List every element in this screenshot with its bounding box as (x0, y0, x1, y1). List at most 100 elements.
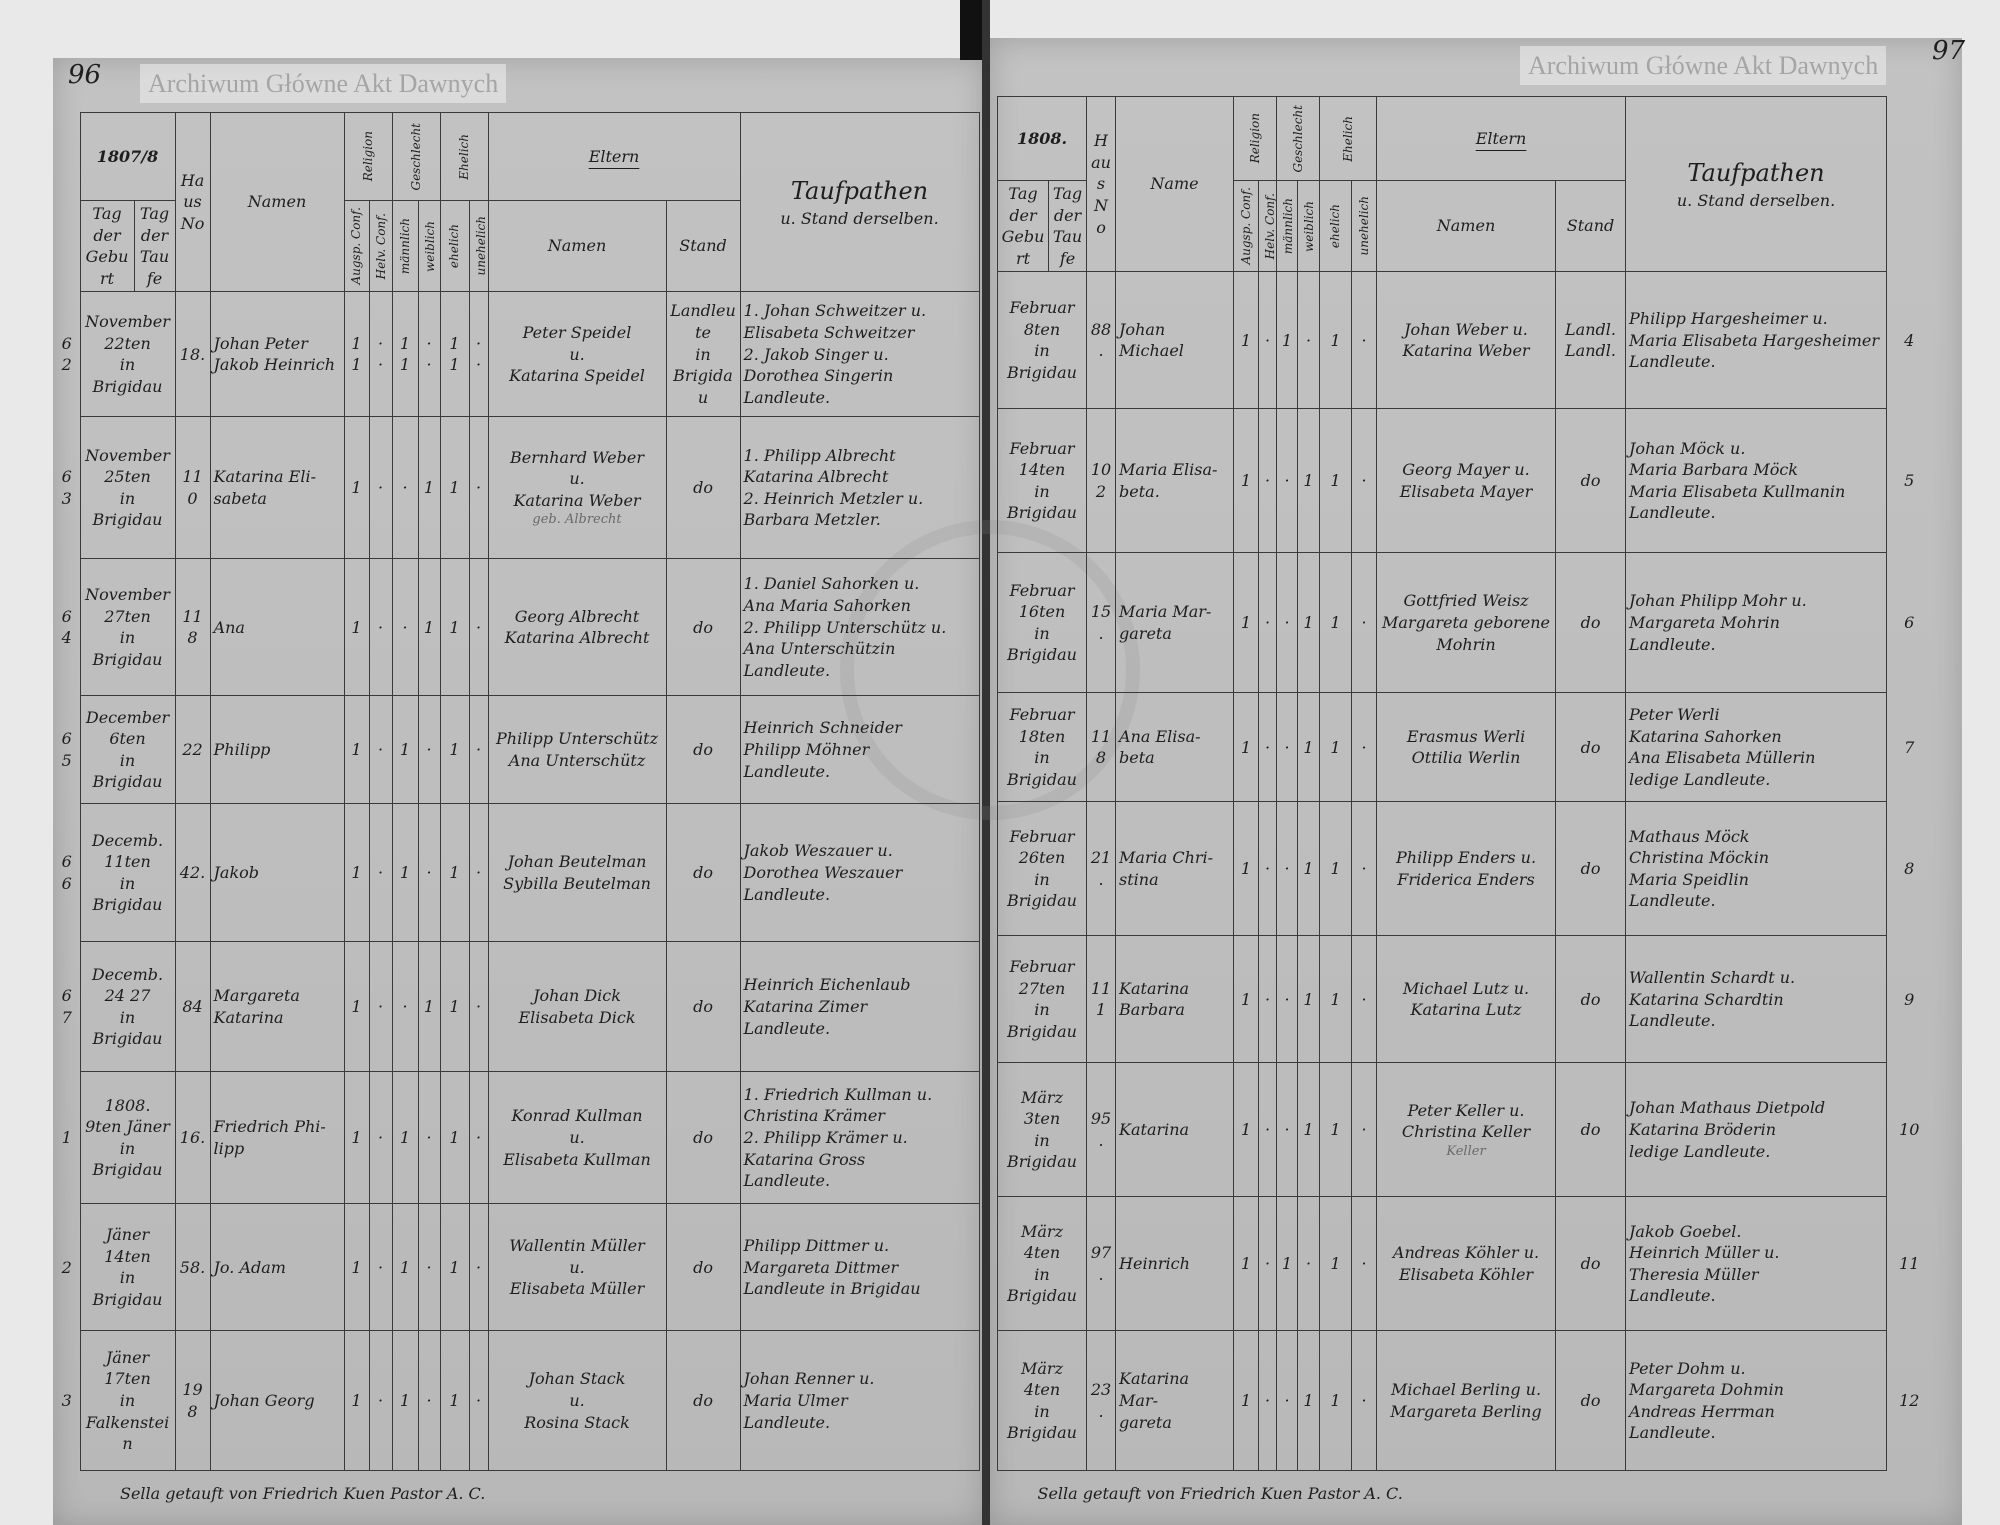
birth-baptism-date: Decemb. 24 27 in Brigidau (79, 941, 176, 1073)
entry-number: 2 (61, 1257, 72, 1277)
godparent-line: Katarina Bröderin (1629, 1120, 1776, 1140)
child-name-line: Jakob Heinrich (213, 355, 335, 375)
parents-names: Konrad Kullman u. Elisabeta Kullman (487, 1071, 667, 1205)
house-number: 110 (174, 416, 211, 560)
date-line: in (1034, 1264, 1050, 1284)
parent-line: Margareta geborene (1382, 613, 1551, 633)
parent-line: Margareta Berling (1390, 1401, 1542, 1421)
header-group-label: Geschlecht (408, 122, 423, 191)
child-name-line: Ana (213, 617, 245, 637)
date-line: 16ten (1018, 602, 1066, 622)
check-mark: · (1284, 1120, 1290, 1140)
child-name-line: Katarina Mar- (1119, 1369, 1190, 1411)
check-mark: 1 (1303, 1391, 1314, 1411)
entry-number: 66 (61, 852, 72, 893)
parent-line: Johan Stack (528, 1369, 626, 1389)
register-row: 67 Decemb. 24 27 in Brigidau 84 Margareta Katar… (54, 941, 980, 1073)
header-sub-label: Helv. Conf. (1263, 193, 1277, 260)
check-mark: 1 (1330, 1254, 1341, 1274)
date-line: Brigidau (1007, 503, 1077, 523)
date-line: in (1034, 869, 1050, 889)
parents-stand: do (665, 558, 741, 697)
stand-line: in (695, 344, 711, 364)
date-line: 9ten Jäner (85, 1117, 170, 1137)
parents-stand: do (1555, 408, 1627, 554)
header-tag-taufe: Tag der Taufe (1047, 179, 1088, 273)
check-mark: 1 (351, 1128, 362, 1148)
parent-line: Peter Keller u. (1407, 1100, 1525, 1120)
check-mark: · (377, 1257, 384, 1277)
check-column: 1 (343, 803, 370, 943)
godparent-line: Heinrich Schneider (743, 718, 902, 738)
register-row: 66 Decemb. 11ten in Brigidau 42. Jakob 1 · 1 · 1 · Jo… (54, 803, 980, 943)
check-column: · (1258, 271, 1278, 410)
house-number: 23. (1086, 1330, 1117, 1472)
parents-stand: do (1555, 1062, 1627, 1198)
godparent-line: 1. Friedrich Kullman u. (743, 1084, 933, 1104)
parent-line: Ottilia Werlin (1411, 748, 1521, 768)
godparents: Johan Möck u. Maria Barbara Möck Maria Eli… (1625, 408, 1888, 554)
godparent-line: Johan Philipp Mohr u. (1629, 591, 1807, 611)
check-column: 1 (1297, 692, 1321, 803)
check-column: · (468, 941, 489, 1073)
check-mark: 1 (399, 740, 411, 760)
child-name-line: Katarina (1119, 1120, 1190, 1140)
check-mark: · (1361, 1120, 1367, 1140)
entry-number: 62 (61, 333, 72, 375)
child-name-line: Barbara (1119, 1000, 1185, 1020)
check-column: 1 (1297, 801, 1321, 937)
check-mark: 1 (1330, 613, 1341, 633)
header-taufpathen-title: Taufpathen (790, 177, 929, 206)
parents-stand: do (1555, 552, 1627, 694)
register-row: 64 November 27ten in Brigidau 118 Ana 1 · · 1 1 · Geo… (54, 558, 980, 697)
parents-names: Johan Beutelman Sybilla Beutelman (487, 803, 667, 943)
header-group-label: Ehelich (456, 133, 471, 180)
stand-line: do (693, 1128, 713, 1148)
child-name: Jakob (209, 803, 345, 943)
date-line: 6ten (109, 729, 146, 749)
parent-line: Wallentin Müller (509, 1235, 645, 1255)
parents-stand: do (665, 1203, 741, 1332)
header-sub-label: unehelich (1356, 196, 1371, 256)
godparents: 1. Daniel Sahorken u. Ana Maria Sahorken 2… (739, 558, 980, 697)
check-column: 1 (391, 1071, 419, 1205)
header-group-geschlecht: Geschlecht (391, 112, 441, 201)
entry-number: 67 (61, 986, 72, 1027)
godparent-line: Theresia Müller (1629, 1264, 1759, 1284)
check-mark: 1 (449, 740, 460, 760)
date-line: 27ten (104, 606, 151, 626)
parent-line: Mohrin (1436, 634, 1496, 654)
house-number: 42. (174, 803, 211, 943)
godparent-line: Maria Barbara Möck (1629, 460, 1798, 480)
check-mark: · (1361, 859, 1367, 879)
check-column: · (1258, 1196, 1278, 1332)
parent-line: Elisabeta Köhler (1398, 1264, 1534, 1284)
godparent-line: Maria Elisabeta Hargesheimer (1629, 330, 1879, 350)
stand-line: Landl. (1565, 341, 1616, 361)
page-number-left: 96 (68, 60, 102, 90)
check-column: 1 (343, 1330, 370, 1472)
godparent-line: Barbara Metzler. (743, 510, 881, 530)
check-column: 1 (439, 1330, 470, 1472)
check-mark: · (426, 355, 432, 375)
godparent-line: Philipp Möhner (743, 740, 870, 760)
check-column: · (1276, 935, 1299, 1064)
parents-names: Johan Stack u. Rosina Stack (487, 1330, 667, 1472)
check-mark: 1 (1330, 471, 1341, 491)
check-mark: · (475, 997, 482, 1017)
child-name: Heinrich (1115, 1196, 1235, 1332)
header-sub-label: männlich (397, 218, 412, 275)
check-column: · (368, 416, 393, 560)
birth-baptism-date: Februar 14ten in Brigidau (996, 408, 1088, 554)
godparent-line: Landleute. (1629, 1011, 1716, 1031)
parent-line: Katarina Weber (513, 490, 641, 510)
date-line: in (119, 1007, 136, 1027)
check-column: 1 (343, 695, 370, 805)
header-name: Name (1115, 95, 1235, 273)
check-mark: · (1284, 737, 1290, 757)
check-column: · (417, 695, 441, 805)
check-column: · (1258, 935, 1278, 1064)
parent-line: Johan Beutelman (507, 852, 647, 872)
register-row: 1 1808. 9ten Jäner in Brigidau 16. Friedrich P… (54, 1071, 980, 1205)
check-mark: 1 (1281, 330, 1293, 350)
